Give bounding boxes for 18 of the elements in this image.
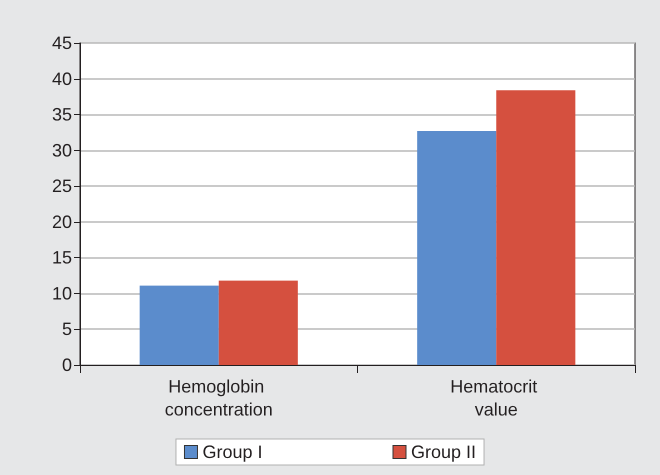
bar xyxy=(218,280,298,365)
y-tick-label: 40 xyxy=(52,68,72,89)
y-tick-label: 15 xyxy=(52,248,72,268)
x-tick-label: Hematocrit value xyxy=(450,376,542,420)
x-tick-label: Hemoglobin concentration xyxy=(164,376,273,420)
y-tick-label: 5 xyxy=(62,319,72,340)
bar xyxy=(496,90,576,365)
legend-label: Group I xyxy=(202,442,262,462)
bar xyxy=(140,286,219,365)
y-tick-label: 30 xyxy=(52,140,72,160)
bar xyxy=(417,131,496,365)
y-tick-label: 25 xyxy=(52,176,72,196)
legend-label: Group II xyxy=(411,442,476,462)
y-tick-label: 20 xyxy=(52,212,72,232)
y-tick-label: 10 xyxy=(52,283,72,304)
y-tick-label: 0 xyxy=(62,355,72,375)
y-tick-label: 45 xyxy=(52,33,72,53)
y-tick-label: 35 xyxy=(52,104,72,125)
